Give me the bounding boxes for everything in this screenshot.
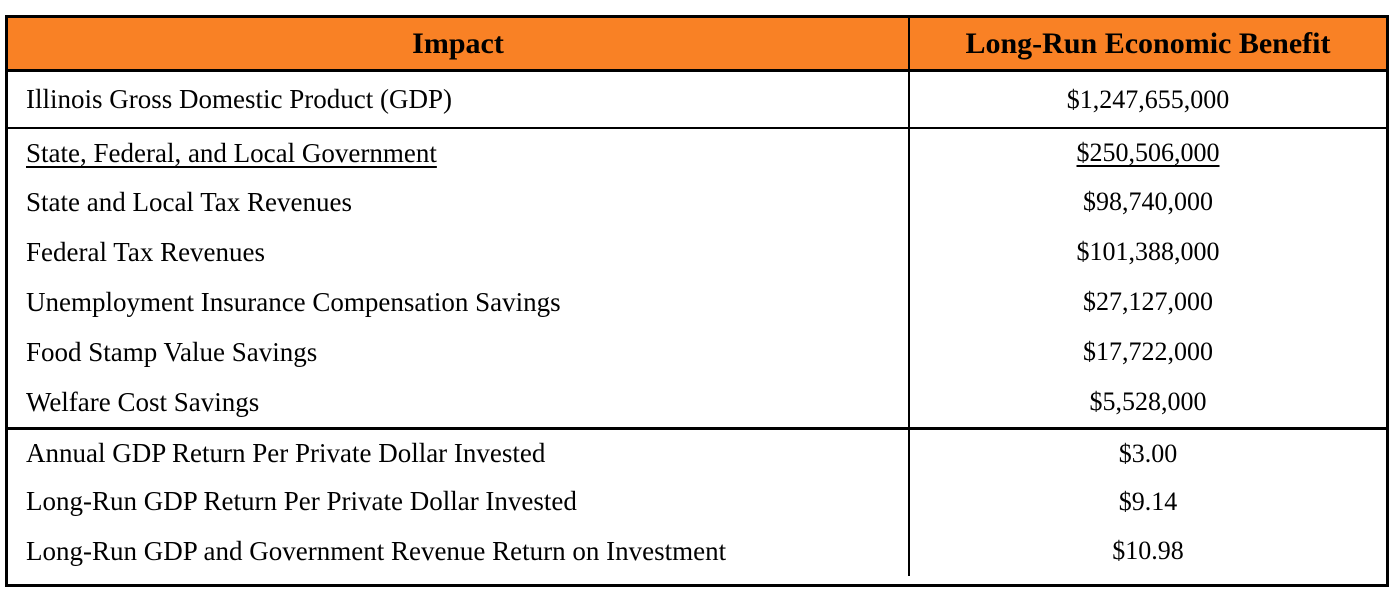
- row-label-cell: Welfare Cost Savings: [8, 377, 910, 427]
- table-row-annual-gdp-return: Annual GDP Return Per Private Dollar Inv…: [8, 427, 1386, 477]
- row-label-cell: Annual GDP Return Per Private Dollar Inv…: [8, 430, 910, 477]
- row-label: Illinois Gross Domestic Product (GDP): [26, 84, 452, 115]
- row-value: $5,528,000: [1089, 387, 1207, 417]
- header-cell-benefit: Long-Run Economic Benefit: [910, 18, 1386, 69]
- row-value: $250,506,000: [1076, 138, 1220, 168]
- row-value: $3.00: [1118, 438, 1178, 468]
- row-value: $17,722,000: [1083, 337, 1213, 367]
- row-label: Annual GDP Return Per Private Dollar Inv…: [26, 438, 546, 469]
- row-value-cell: $5,528,000: [910, 377, 1386, 427]
- row-value: $1,247,655,000: [1066, 84, 1230, 114]
- table-row-longrun-gdp-return: Long-Run GDP Return Per Private Dollar I…: [8, 476, 1386, 527]
- row-value-cell: $10.98: [910, 526, 1386, 576]
- row-label: Welfare Cost Savings: [26, 386, 260, 417]
- row-value-cell: $9.14: [910, 477, 1386, 527]
- table-row-state-local-tax: State and Local Tax Revenues $98,740,000: [8, 177, 1386, 227]
- table-row-unemployment-savings: Unemployment Insurance Compensation Savi…: [8, 277, 1386, 327]
- table-row-longrun-gdp-gov-roi: Long-Run GDP and Government Revenue Retu…: [8, 526, 1386, 576]
- row-value: $10.98: [1112, 536, 1184, 566]
- row-value-cell: $1,247,655,000: [910, 72, 1386, 127]
- row-value: $9.14: [1118, 486, 1178, 516]
- row-value-cell: $98,740,000: [910, 177, 1386, 227]
- header-cell-impact: Impact: [8, 18, 910, 69]
- row-label-cell: Long-Run GDP and Government Revenue Retu…: [8, 526, 910, 576]
- row-label-cell: State and Local Tax Revenues: [8, 177, 910, 227]
- row-value-cell: $3.00: [910, 430, 1386, 477]
- row-label-cell: Illinois Gross Domestic Product (GDP): [8, 72, 910, 127]
- row-value-cell: $101,388,000: [910, 227, 1386, 277]
- table-row-food-stamp-savings: Food Stamp Value Savings $17,722,000: [8, 327, 1386, 377]
- row-label-cell: Federal Tax Revenues: [8, 227, 910, 277]
- row-label: Long-Run GDP Return Per Private Dollar I…: [26, 486, 577, 517]
- table-row-government-total: State, Federal, and Local Government $25…: [8, 127, 1386, 177]
- row-value: $101,388,000: [1076, 237, 1220, 267]
- row-label: Federal Tax Revenues: [26, 236, 266, 267]
- table-row-federal-tax: Federal Tax Revenues $101,388,000: [8, 227, 1386, 277]
- header-benefit-label: Long-Run Economic Benefit: [965, 26, 1331, 60]
- row-label: State and Local Tax Revenues: [26, 186, 353, 217]
- row-label: Unemployment Insurance Compensation Savi…: [26, 286, 561, 317]
- row-label: Food Stamp Value Savings: [26, 336, 318, 367]
- table-row-welfare-savings: Welfare Cost Savings $5,528,000: [8, 377, 1386, 427]
- header-impact-label: Impact: [412, 26, 504, 60]
- row-value-cell: $27,127,000: [910, 277, 1386, 327]
- row-label-cell: Food Stamp Value Savings: [8, 327, 910, 377]
- row-label-cell: Unemployment Insurance Compensation Savi…: [8, 277, 910, 327]
- row-value-cell: $250,506,000: [910, 129, 1386, 177]
- row-label: State, Federal, and Local Government: [26, 137, 437, 168]
- economic-benefit-table: Impact Long-Run Economic Benefit Illinoi…: [5, 15, 1389, 587]
- row-label: Long-Run GDP and Government Revenue Retu…: [26, 535, 727, 566]
- row-value: $98,740,000: [1083, 187, 1213, 217]
- row-label-cell: State, Federal, and Local Government: [8, 129, 910, 177]
- table-row-gdp: Illinois Gross Domestic Product (GDP) $1…: [8, 69, 1386, 127]
- table-header-row: Impact Long-Run Economic Benefit: [8, 18, 1386, 69]
- row-value-cell: $17,722,000: [910, 327, 1386, 377]
- row-label-cell: Long-Run GDP Return Per Private Dollar I…: [8, 476, 910, 527]
- row-value: $27,127,000: [1083, 287, 1213, 317]
